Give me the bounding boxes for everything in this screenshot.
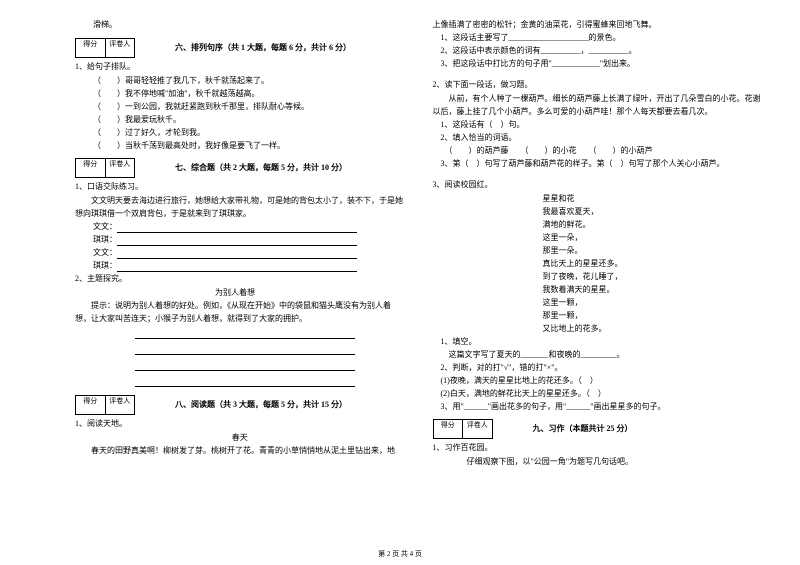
blank (117, 223, 357, 233)
q2-i1: 2、填入恰当的词语。 (433, 131, 763, 144)
left-column: 滑梯。 得分 评卷人 六、排列句序（共 1 大题，每题 6 分，共计 6 分） … (75, 18, 405, 538)
q3-i0: 1、填空。 (433, 335, 763, 348)
q3-i4: (2)白天，满地的鲜花比天上的星星还多。（ ） (433, 387, 763, 400)
s6-line3: （ ）我最爱玩秋千。 (75, 113, 405, 126)
q2-head: 2、读下面一段话，做习题。 (433, 78, 763, 92)
poem4: 真比天上的星星还多。 (433, 257, 763, 270)
dialog0: 文文： (75, 220, 405, 233)
q2-i0: 1、这段话有（ ）句。 (433, 118, 763, 131)
rt0: 上像插满了密密的松针；金黄的油菜花，引得蜜蜂来回地飞舞。 (433, 18, 763, 31)
dialog2-label: 文文： (93, 248, 117, 257)
s9-body: 仔细观察下图，以"公园一角"为题写几句话吧。 (433, 455, 763, 468)
dialog0-label: 文文： (93, 222, 117, 231)
dialog2: 文文： (75, 246, 405, 259)
s6-line2: （ ）一到公园，我就赶紧跑到秋千那里，排队耐心等候。 (75, 100, 405, 113)
score-box-9: 得分 评卷人 (433, 419, 493, 439)
poem9: 又比地上的花多。 (433, 322, 763, 335)
grader-label: 评卷人 (106, 39, 136, 57)
s8-q1-body: 春天的田野真美啊！柳树发了芽。桃树开了花。青青的小草悄悄地从泥土里钻出来，地 (75, 444, 405, 457)
poem0: 我最喜欢夏天， (433, 205, 763, 218)
s6-q1: 1、给句子排队。 (75, 60, 405, 74)
poem5: 到了夜晚，花儿睡了， (433, 270, 763, 283)
dialog3: 琪琪： (75, 259, 405, 272)
grader-label: 评卷人 (106, 396, 136, 414)
section7-header: 得分 评卷人 七、综合题（共 2 大题，每题 5 分，共计 10 分） (75, 152, 405, 180)
blank-line (135, 359, 355, 371)
rt2: 2、这段话中表示颜色的词有__________，__________。 (433, 44, 763, 57)
q3-head: 3、阅读校园红。 (433, 178, 763, 192)
dialog3-label: 琪琪： (93, 261, 117, 270)
q3-i5: 3、用"______"画出花多的句子，用"______"画出星星多的句子。 (433, 400, 763, 413)
dialog1: 琪琪： (75, 233, 405, 246)
blank (117, 236, 357, 246)
rt1: 1、这段话主要写了____________________的景色。 (433, 31, 763, 44)
blank-line (135, 327, 355, 339)
s6-line0: （ ）哥哥轻轻推了我几下，秋千就荡起来了。 (75, 74, 405, 87)
q3-i1: 这篇文字写了夏天的_______和夜晚的_________。 (433, 348, 763, 361)
s9-q1: 1、习作百花园。 (433, 441, 763, 455)
blank-line (135, 375, 355, 387)
score-label: 得分 (434, 420, 464, 438)
s8-q1: 1、阅读天地。 (75, 417, 405, 431)
score-label: 得分 (76, 396, 106, 414)
q2-body1: 从前，有个人种了一棵葫芦。细长的葫芦藤上长满了绿叶，开出了几朵雪白的小花。花谢以… (433, 92, 763, 118)
s6-line1: （ ）我不停地喊"加油"，秋千就越荡越高。 (75, 87, 405, 100)
s7-q2-body: 提示：说明为别人着想的好处。例如，《从现在开始》中的袋鼠和猫头鹰没有为别人着想，… (75, 299, 405, 325)
grader-label: 评卷人 (463, 420, 493, 438)
s7-q2: 2、主题探究。 (75, 272, 405, 286)
page-footer: 第 2 页 共 4 页 (0, 549, 800, 559)
q3-i2: 2、判断，对的打"√"，错的打"×"。 (433, 361, 763, 374)
section7-title: 七、综合题（共 2 大题，每题 5 分，共计 10 分） (175, 152, 347, 173)
section6-title: 六、排列句序（共 1 大题，每题 6 分，共计 6 分） (175, 32, 351, 53)
blank (117, 249, 357, 259)
score-label: 得分 (76, 39, 106, 57)
poem-title: 星星和花 (433, 192, 763, 205)
score-label: 得分 (76, 159, 106, 177)
grader-label: 评卷人 (106, 159, 136, 177)
s7-q1-body: 文文明天要去海边进行旅行，她想给大家带礼物，可是她的背包太小了，装不下，于是她想… (75, 194, 405, 220)
s7-q2-title: 为别人着想 (135, 286, 335, 299)
blank (117, 262, 357, 272)
section8-header: 得分 评卷人 八、阅读题（共 3 大题，每题 5 分，共计 15 分） (75, 389, 405, 417)
poem6: 我数着满天的星星。 (433, 283, 763, 296)
rt3: 3、把这段话中打比方的句子用"____________"划出来。 (433, 57, 763, 70)
poem7: 这里一颗， (433, 296, 763, 309)
blank-line (135, 343, 355, 355)
poem2: 这里一朵， (433, 231, 763, 244)
s6-line4: （ ）过了好久，才轮到我。 (75, 126, 405, 139)
q3-i3: (1)夜晚，满天的星星比地上的花还多。（ ） (433, 374, 763, 387)
page-columns: 滑梯。 得分 评卷人 六、排列句序（共 1 大题，每题 6 分，共计 6 分） … (75, 18, 762, 538)
q2-i3: 3、第（ ）句写了葫芦藤和葫芦花的样子。第（ ）句写了那个人关心小葫芦。 (433, 157, 763, 170)
s6-line5: （ ）当秋千荡到最高处时，我好像是要飞了一样。 (75, 139, 405, 152)
top-fragment: 滑梯。 (75, 18, 405, 32)
score-box-7: 得分 评卷人 (75, 158, 135, 178)
s8-q1-title: 春天 (75, 431, 405, 444)
q2-i2: （ ）的葫芦藤 （ ）的小花 （ ）的小葫芦 (433, 144, 763, 157)
score-box-8: 得分 评卷人 (75, 395, 135, 415)
score-box-6: 得分 评卷人 (75, 38, 135, 58)
right-column: 上像插满了密密的松针；金黄的油菜花，引得蜜蜂来回地飞舞。 1、这段话主要写了__… (433, 18, 763, 538)
s7-q1: 1、口语交际练习。 (75, 180, 405, 194)
poem3: 那里一朵。 (433, 244, 763, 257)
section9-header: 得分 评卷人 九、习作（本题共计 25 分） (433, 413, 763, 441)
section8-title: 八、阅读题（共 3 大题，每题 5 分，共计 15 分） (175, 389, 347, 410)
dialog1-label: 琪琪： (93, 235, 117, 244)
section6-header: 得分 评卷人 六、排列句序（共 1 大题，每题 6 分，共计 6 分） (75, 32, 405, 60)
section9-title: 九、习作（本题共计 25 分） (533, 413, 633, 434)
poem1: 满地的鲜花。 (433, 218, 763, 231)
poem8: 那里一颗， (433, 309, 763, 322)
